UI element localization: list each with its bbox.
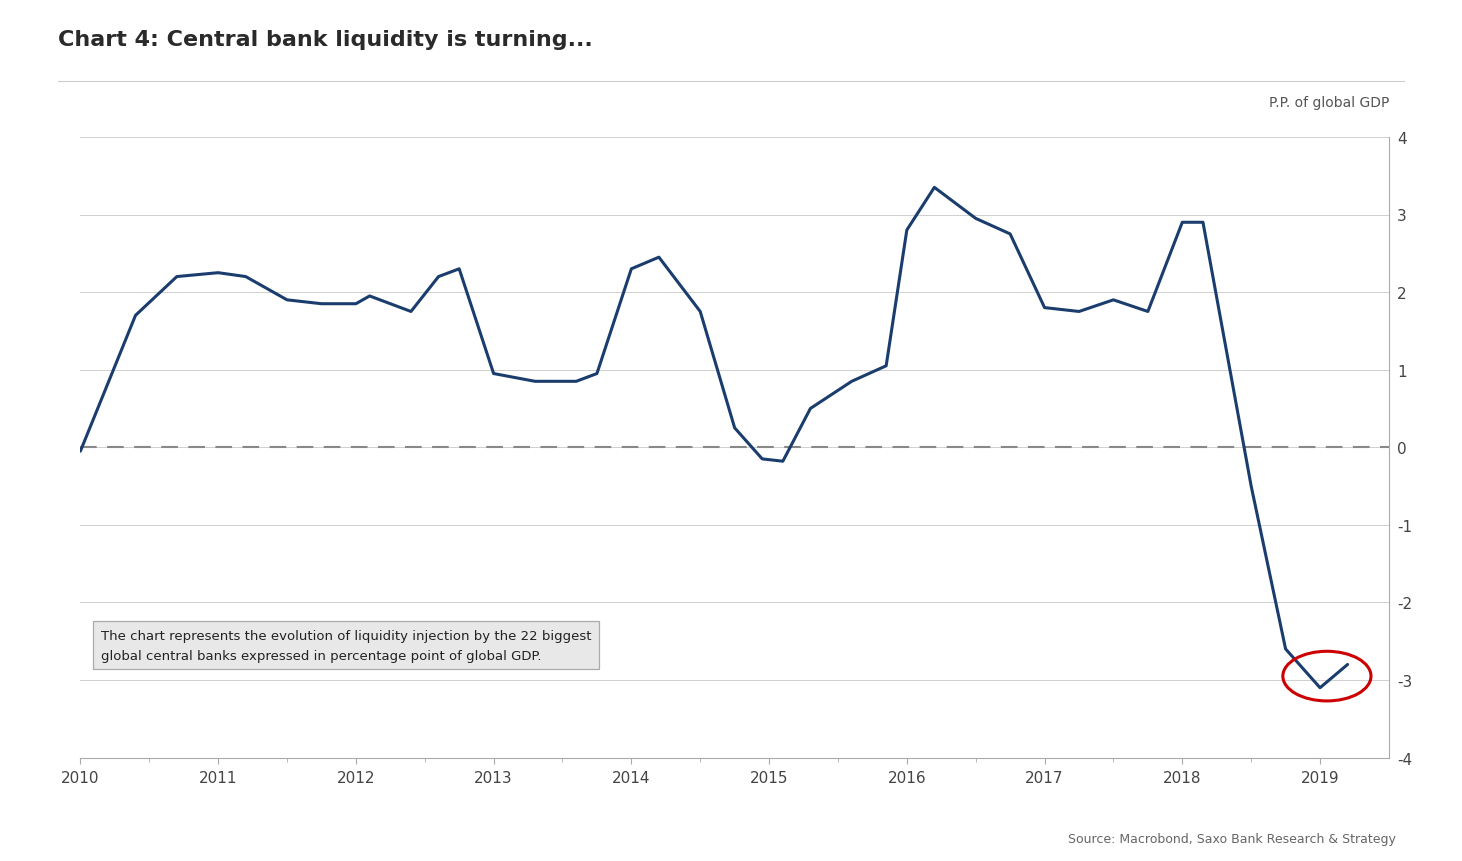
Text: Chart 4: Central bank liquidity is turning...: Chart 4: Central bank liquidity is turni… bbox=[58, 30, 594, 50]
Text: The chart represents the evolution of liquidity injection by the 22 biggest
glob: The chart represents the evolution of li… bbox=[101, 629, 592, 662]
Text: P.P. of global GDP: P.P. of global GDP bbox=[1269, 96, 1389, 110]
Text: Source: Macrobond, Saxo Bank Research & Strategy: Source: Macrobond, Saxo Bank Research & … bbox=[1069, 833, 1396, 846]
